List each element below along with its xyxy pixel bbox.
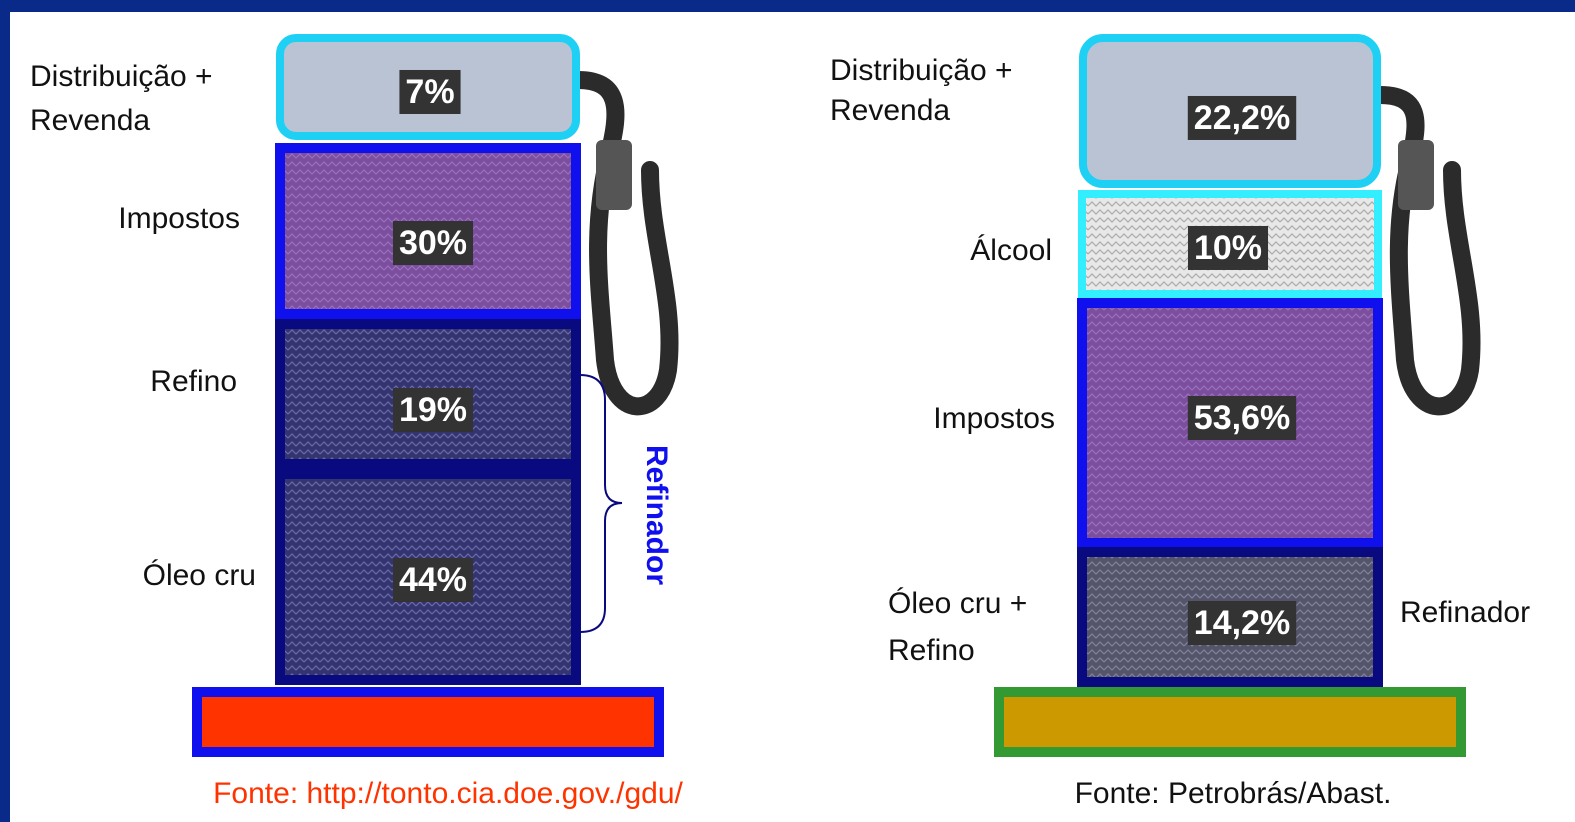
right-pump: Distribuição + Revenda Álcool Impostos Ó… — [830, 34, 1530, 810]
hose — [569, 71, 679, 416]
value-badge — [1187, 395, 1297, 440]
bracket-label: Refinador — [640, 445, 673, 585]
value-badge — [399, 69, 461, 114]
segment-value: 53,6% — [1194, 399, 1290, 437]
frame-top — [0, 0, 1575, 12]
source: Fonte: Petrobrás/Abast. — [1075, 777, 1392, 810]
bracket — [579, 374, 623, 633]
nozzle — [1398, 140, 1434, 210]
value-badge — [1187, 225, 1269, 270]
segment-label: Álcool — [970, 234, 1052, 267]
segment-label: Refino — [888, 634, 975, 667]
segment-value: 30% — [399, 224, 467, 262]
segment-label: Revenda — [30, 104, 150, 137]
base — [994, 687, 1466, 757]
value-badge — [392, 387, 474, 432]
value-badge — [1187, 600, 1297, 645]
value-badge — [1187, 95, 1297, 140]
segment-label: Distribuição + — [30, 60, 213, 93]
left-pump: Distribuição + Revenda Impostos Refino Ó… — [30, 34, 684, 810]
segment-label: Óleo cru — [143, 559, 256, 592]
value-badge — [392, 220, 474, 265]
segment-value: 19% — [399, 391, 467, 429]
segment-label: Distribuição + — [830, 54, 1013, 87]
segment-label: Óleo cru + — [888, 587, 1027, 620]
segment-label: Impostos — [118, 202, 240, 235]
frame-left — [0, 0, 10, 822]
segment-value: 22,2% — [1194, 99, 1290, 137]
segment-label: Refino — [150, 365, 237, 398]
source: Fonte: http://tonto.cia.doe.gov./gdu/ — [213, 777, 683, 810]
segment-value: 14,2% — [1194, 604, 1290, 642]
base — [192, 687, 664, 757]
nozzle — [596, 140, 632, 210]
segment-label: Revenda — [830, 94, 950, 127]
segment-label: Impostos — [933, 402, 1055, 435]
side-label: Refinador — [1400, 596, 1530, 629]
segment-value: 10% — [1194, 229, 1262, 267]
segment-value: 7% — [405, 73, 454, 111]
segment-value: 44% — [399, 561, 467, 599]
value-badge — [392, 557, 474, 602]
